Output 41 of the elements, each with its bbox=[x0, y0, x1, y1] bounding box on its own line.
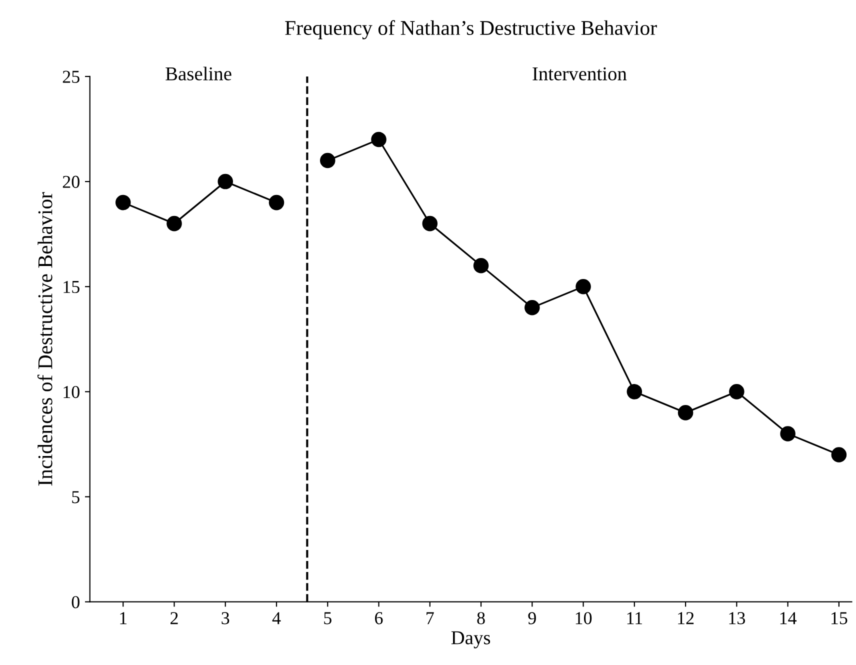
y-tick-label: 0 bbox=[72, 596, 80, 608]
x-tick-label: 3 bbox=[222, 612, 230, 624]
point bbox=[831, 447, 847, 462]
annotation: Intervention bbox=[532, 67, 627, 80]
x-tick-label: 10 bbox=[576, 612, 592, 624]
point bbox=[115, 194, 131, 210]
point bbox=[626, 384, 642, 400]
x-tick-label: 5 bbox=[324, 612, 332, 624]
point bbox=[320, 152, 336, 168]
x-tick-label: 2 bbox=[170, 612, 178, 624]
annotation: Baseline bbox=[166, 66, 232, 80]
point bbox=[218, 174, 234, 190]
point bbox=[371, 132, 386, 148]
x-tick-label: 8 bbox=[477, 612, 485, 624]
y-tick-label: 20 bbox=[62, 176, 80, 188]
x-tick-label: 13 bbox=[729, 612, 745, 624]
x-tick-label: 4 bbox=[272, 612, 281, 624]
point bbox=[678, 405, 694, 420]
point bbox=[524, 300, 540, 316]
x-tick-label: 11 bbox=[627, 612, 642, 624]
x-tick-label: 9 bbox=[528, 612, 536, 624]
y-tick-label: 15 bbox=[64, 280, 80, 294]
y-axis-title: Incidences of Destructive Behavior bbox=[37, 192, 52, 486]
x-tick-label: 1 bbox=[120, 612, 127, 624]
point bbox=[780, 426, 796, 442]
x-tick-label: 12 bbox=[678, 612, 694, 624]
point bbox=[166, 216, 182, 232]
chart-title: Frequency of Nathan’s Destructive Behavior bbox=[285, 20, 657, 40]
y-tick-label: 5 bbox=[72, 491, 80, 504]
x-tick-label: 6 bbox=[375, 612, 383, 624]
x-tick-label: 15 bbox=[832, 612, 848, 624]
point bbox=[473, 258, 489, 274]
point bbox=[729, 384, 744, 400]
x-tick-label: 7 bbox=[426, 612, 434, 624]
y-tick-label: 10 bbox=[64, 386, 80, 398]
point bbox=[422, 216, 438, 232]
point bbox=[268, 194, 284, 210]
y-tick-label: 25 bbox=[62, 70, 80, 83]
x-axis-title: Days bbox=[451, 631, 490, 648]
point bbox=[576, 278, 591, 294]
x-tick-label: 14 bbox=[780, 612, 797, 624]
